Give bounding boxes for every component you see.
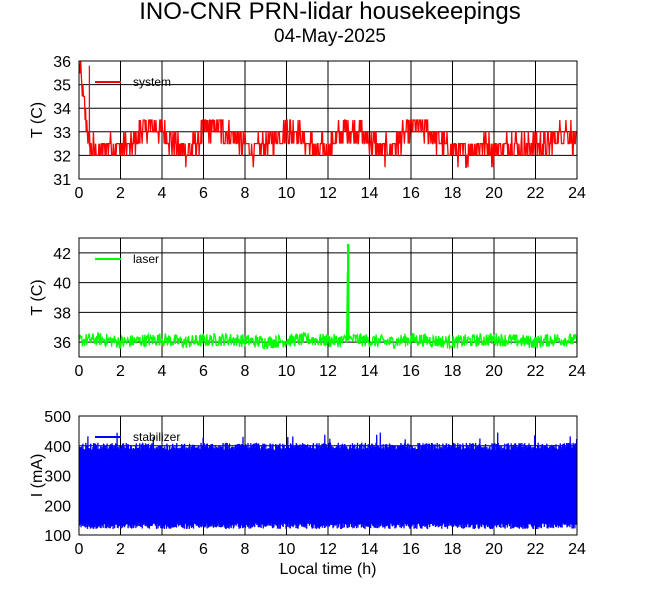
x-tick-label: 14 xyxy=(361,363,379,380)
x-tick-label: 14 xyxy=(361,185,379,202)
x-tick-label: 6 xyxy=(199,185,208,202)
x-tick-label: 12 xyxy=(319,363,337,380)
panel-3 xyxy=(78,415,578,536)
y-axis-label: T (C) xyxy=(29,279,46,315)
x-tick-label: 2 xyxy=(116,363,125,380)
x-tick-label: 20 xyxy=(485,185,503,202)
x-tick-label: 24 xyxy=(568,363,586,380)
x-tick-label: 16 xyxy=(402,185,420,202)
x-tick-label: 4 xyxy=(158,541,167,558)
x-tick-label: 10 xyxy=(278,541,296,558)
panel-2 xyxy=(78,237,578,358)
chart-title: INO-CNR PRN-lidar housekeepings xyxy=(139,0,521,25)
y-tick-label: 42 xyxy=(53,246,71,263)
y-tick-label: 33 xyxy=(53,125,71,142)
legend-label-system: system xyxy=(133,75,171,89)
x-tick-label: 20 xyxy=(485,363,503,380)
x-tick-label: 18 xyxy=(444,185,462,202)
x-tick-label: 18 xyxy=(444,541,462,558)
x-tick-label: 24 xyxy=(568,185,586,202)
series-line-stabilizer xyxy=(79,432,577,530)
y-tick-label: 200 xyxy=(44,498,71,515)
x-tick-label: 16 xyxy=(402,363,420,380)
legend-label-stabilizer: stabilizer xyxy=(133,430,180,444)
x-tick-label: 4 xyxy=(158,363,167,380)
x-tick-label: 0 xyxy=(75,363,84,380)
y-tick-label: 38 xyxy=(53,305,71,322)
y-axis-label: I (mA) xyxy=(29,454,46,498)
x-tick-label: 8 xyxy=(241,541,250,558)
x-tick-label: 6 xyxy=(199,541,208,558)
x-tick-label: 8 xyxy=(241,363,250,380)
x-tick-label: 4 xyxy=(158,185,167,202)
x-tick-label: 24 xyxy=(568,541,586,558)
y-tick-label: 31 xyxy=(53,172,71,189)
x-tick-label: 22 xyxy=(527,541,545,558)
x-tick-label: 16 xyxy=(402,541,420,558)
panel-1 xyxy=(78,60,578,180)
x-tick-label: 0 xyxy=(75,541,84,558)
y-axis-label: T (C) xyxy=(29,102,46,138)
chart-subtitle: 04-May-2025 xyxy=(274,26,386,47)
y-tick-label: 32 xyxy=(53,148,71,165)
x-tick-label: 20 xyxy=(485,541,503,558)
x-tick-label: 2 xyxy=(116,541,125,558)
x-tick-label: 10 xyxy=(278,185,296,202)
y-tick-label: 40 xyxy=(53,276,71,293)
series-line-system xyxy=(79,61,577,168)
x-axis-label: Local time (h) xyxy=(280,561,377,578)
x-tick-label: 18 xyxy=(444,363,462,380)
y-tick-label: 36 xyxy=(53,335,71,352)
y-tick-label: 100 xyxy=(44,528,71,545)
x-tick-label: 12 xyxy=(319,541,337,558)
y-tick-label: 300 xyxy=(44,469,71,486)
x-tick-label: 6 xyxy=(199,363,208,380)
x-tick-label: 22 xyxy=(527,363,545,380)
x-tick-label: 22 xyxy=(527,185,545,202)
x-tick-label: 12 xyxy=(319,185,337,202)
y-tick-label: 400 xyxy=(44,439,71,456)
y-tick-label: 35 xyxy=(53,78,71,95)
x-tick-label: 10 xyxy=(278,363,296,380)
y-tick-label: 34 xyxy=(53,101,71,118)
series-line-laser xyxy=(79,243,577,351)
y-tick-label: 500 xyxy=(44,409,71,426)
legend-label-laser: laser xyxy=(133,252,159,266)
y-tick-label: 36 xyxy=(53,54,71,71)
x-tick-label: 8 xyxy=(241,185,250,202)
x-tick-label: 0 xyxy=(75,185,84,202)
x-tick-label: 2 xyxy=(116,185,125,202)
x-tick-label: 14 xyxy=(361,541,379,558)
